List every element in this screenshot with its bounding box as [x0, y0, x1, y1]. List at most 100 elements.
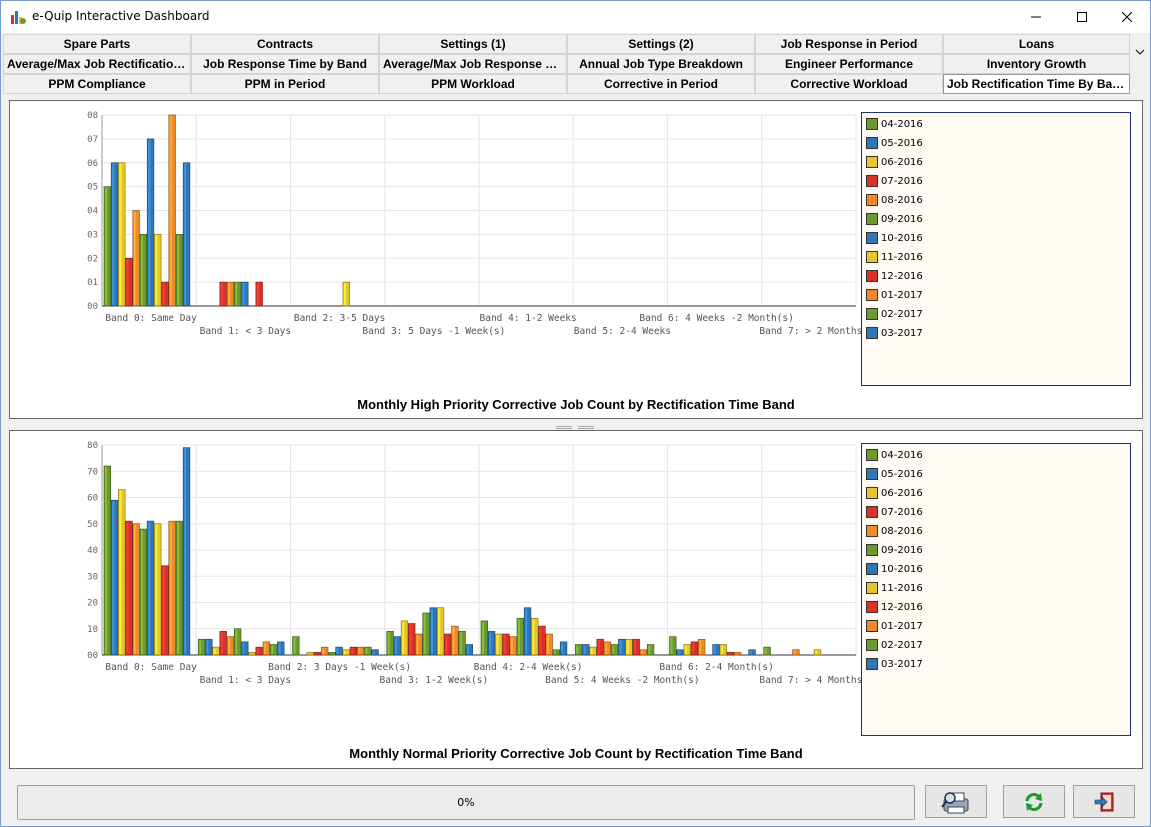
legend-item: 02-2017: [866, 307, 923, 321]
legend-swatch: [866, 327, 878, 339]
bar: [429, 607, 437, 656]
minimize-button[interactable]: [1013, 1, 1059, 32]
tab-loans[interactable]: Loans: [943, 34, 1130, 54]
y-tick-label: 06: [87, 159, 98, 169]
bar: [241, 641, 249, 656]
legend-item: 04-2016: [866, 448, 923, 462]
tab-spare-parts[interactable]: Spare Parts: [3, 34, 191, 54]
tab-ppm-in-period[interactable]: PPM in Period: [191, 74, 379, 94]
legend-label: 09-2016: [881, 544, 923, 556]
legend-label: 04-2016: [881, 118, 923, 130]
tab-contracts[interactable]: Contracts: [191, 34, 379, 54]
legend-swatch: [866, 194, 878, 206]
legend-item: 01-2017: [866, 619, 923, 633]
bar: [683, 644, 691, 656]
x-tick-label: Band 7: > 2 Months: [759, 326, 862, 337]
bar: [719, 644, 727, 656]
minimize-icon: [1031, 16, 1041, 17]
bar: [168, 520, 176, 656]
legend-item: 05-2016: [866, 136, 923, 150]
tab-ppm-compliance[interactable]: PPM Compliance: [3, 74, 191, 94]
legend-label: 07-2016: [881, 175, 923, 187]
bar: [574, 644, 583, 656]
bar: [393, 636, 401, 656]
bar: [146, 138, 155, 307]
bar: [458, 631, 466, 656]
print-preview-button[interactable]: [925, 785, 987, 818]
bar: [320, 646, 329, 656]
x-tick-label: Band 0: Same Day: [105, 662, 197, 673]
bar: [596, 638, 604, 656]
tab-job-response-time-by-band[interactable]: Job Response Time by Band: [191, 54, 379, 74]
legend-swatch: [866, 639, 878, 651]
maximize-button[interactable]: [1059, 1, 1105, 32]
legend-swatch: [866, 582, 878, 594]
bar: [226, 636, 235, 656]
legend-swatch: [866, 468, 878, 480]
normal-priority-chart-panel: 00 10 20 30 40 50 60 70 80 Band 0: Same Day Band 1…: [9, 430, 1143, 769]
bar: [422, 612, 430, 656]
chevron-down-icon: [1135, 49, 1145, 55]
tab-job-rectification-time-by-band[interactable]: Job Rectification Time By Band: [943, 74, 1130, 94]
legend-swatch: [866, 525, 878, 537]
bar: [371, 649, 379, 656]
bar: [154, 523, 162, 656]
bar: [168, 114, 176, 307]
refresh-icon: [1025, 792, 1043, 811]
tab-engineer-performance[interactable]: Engineer Performance: [755, 54, 943, 74]
legend-swatch: [866, 175, 878, 187]
bar: [480, 620, 488, 656]
x-tick-label: Band 1: < 3 Days: [200, 675, 292, 686]
legend-swatch: [866, 506, 878, 518]
exit-button[interactable]: [1073, 785, 1135, 818]
legend-label: 10-2016: [881, 232, 923, 244]
bar: [603, 641, 612, 656]
tab-settings-2[interactable]: Settings (2): [567, 34, 755, 54]
tab-inventory-growth[interactable]: Inventory Growth: [943, 54, 1130, 74]
y-tick-label: 80: [87, 441, 98, 451]
legend-label: 05-2016: [881, 468, 923, 480]
bar: [523, 607, 532, 656]
bar: [436, 607, 445, 656]
tab-ppm-workload[interactable]: PPM Workload: [379, 74, 567, 94]
bar: [531, 617, 539, 656]
bar: [226, 281, 235, 307]
tab-scroll-button[interactable]: [1132, 41, 1148, 62]
legend-label: 01-2017: [881, 289, 923, 301]
legend-item: 04-2016: [866, 117, 923, 131]
refresh-button[interactable]: [1003, 785, 1065, 818]
tab-annual-job-type-breakdown[interactable]: Annual Job Type Breakdown: [567, 54, 755, 74]
close-button[interactable]: [1104, 1, 1150, 32]
tab-average-max-job-rectification-time[interactable]: Average/Max Job Rectification Time: [3, 54, 191, 74]
tab-strip: Spare Parts Contracts Settings (1) Settings…: [3, 34, 1150, 96]
bar: [335, 646, 343, 656]
bar: [465, 644, 473, 656]
legend-item: 01-2017: [866, 288, 923, 302]
y-tick-label: 40: [87, 546, 98, 556]
bar: [364, 646, 372, 656]
bar: [139, 234, 147, 307]
tab-corrective-workload[interactable]: Corrective Workload: [755, 74, 943, 94]
bar: [139, 528, 147, 656]
tab-settings-1[interactable]: Settings (1): [379, 34, 567, 54]
x-tick-label: Band 2: 3 Days -1 Week(s): [268, 662, 411, 673]
bar: [610, 644, 619, 656]
y-tick-label: 50: [87, 520, 98, 530]
tab-corrective-in-period[interactable]: Corrective in Period: [567, 74, 755, 94]
tab-job-response-in-period[interactable]: Job Response in Period: [755, 34, 943, 54]
x-tick-label: Band 6: 4 Weeks -2 Month(s): [639, 313, 793, 324]
chart-title: Monthly Normal Priority Corrective Job C…: [349, 746, 803, 761]
bar: [559, 641, 568, 656]
legend-item: 06-2016: [866, 155, 923, 169]
bar: [712, 644, 720, 656]
bar: [726, 652, 735, 656]
panel-splitter[interactable]: [556, 426, 594, 430]
bar: [125, 257, 133, 307]
progress-label: 0%: [457, 796, 475, 809]
tab-average-max-job-response-time[interactable]: Average/Max Job Response Time: [379, 54, 567, 74]
bar: [132, 210, 140, 307]
bar: [110, 499, 119, 656]
legend-swatch: [866, 289, 878, 301]
